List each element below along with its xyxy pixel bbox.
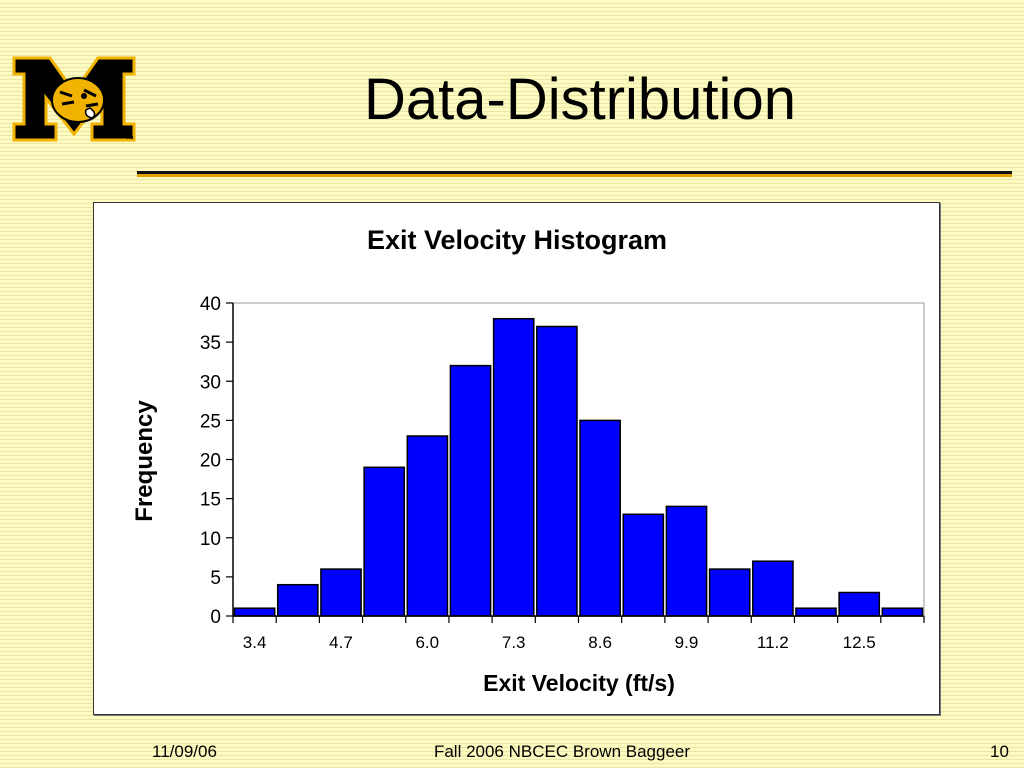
y-tick-label: 10	[200, 529, 221, 550]
histogram-bar	[665, 505, 708, 617]
histogram-bar	[622, 513, 665, 617]
x-axis-label: Exit Velocity (ft/s)	[483, 670, 675, 696]
histogram-bar	[233, 607, 276, 617]
histogram-bar	[838, 591, 881, 617]
histogram-bar	[795, 607, 837, 617]
histogram-bar	[881, 607, 924, 617]
histogram-bar	[536, 325, 578, 617]
histogram-bar	[492, 317, 535, 617]
title-divider-black	[137, 171, 1012, 174]
histogram-chart: Exit Velocity Histogram Frequency Exit V…	[93, 202, 940, 715]
y-tick-label: 25	[200, 411, 221, 432]
x-tick-label: 8.6	[588, 633, 612, 652]
histogram-bar	[320, 568, 362, 617]
footer-presentation-name: Fall 2006 NBCEC Brown Baggeer	[433, 742, 691, 761]
chart-title: Exit Velocity Histogram	[367, 225, 667, 255]
y-axis-label: Frequency	[131, 400, 158, 522]
y-tick-label: 5	[210, 568, 221, 589]
x-tick-label: 7.3	[502, 633, 526, 652]
histogram-bar	[406, 435, 449, 617]
x-tick-label: 3.4	[243, 633, 267, 652]
y-tick-label: 30	[200, 372, 221, 393]
x-tick-label: 6.0	[415, 633, 439, 652]
histogram-bar	[708, 568, 751, 617]
histogram-bar	[579, 419, 621, 617]
y-tick-label: 0	[210, 607, 221, 628]
university-logo: ™	[12, 56, 136, 146]
x-tick-label: 4.7	[329, 633, 353, 652]
y-tick-label: 15	[200, 490, 221, 511]
slide-title: Data-Distribution	[364, 67, 796, 132]
y-tick-label: 20	[200, 451, 221, 472]
y-tick-label: 40	[200, 294, 221, 315]
x-tick-label: 9.9	[675, 633, 699, 652]
histogram-bar	[449, 364, 492, 617]
trademark-mark: ™	[125, 134, 134, 144]
histogram-bar	[363, 466, 406, 617]
x-tick-label: 12.5	[843, 633, 876, 652]
footer-page-number: 10	[990, 742, 1009, 761]
histogram-bar	[752, 560, 794, 617]
histogram-svg: Exit Velocity Histogram Frequency Exit V…	[131, 225, 925, 696]
histogram-bar	[276, 583, 319, 617]
x-tick-label: 11.2	[757, 633, 789, 652]
footer-date: 11/09/06	[152, 742, 217, 761]
y-tick-label: 35	[200, 333, 221, 354]
tiger-head-icon	[51, 77, 105, 123]
title-divider-gold	[137, 174, 1012, 177]
